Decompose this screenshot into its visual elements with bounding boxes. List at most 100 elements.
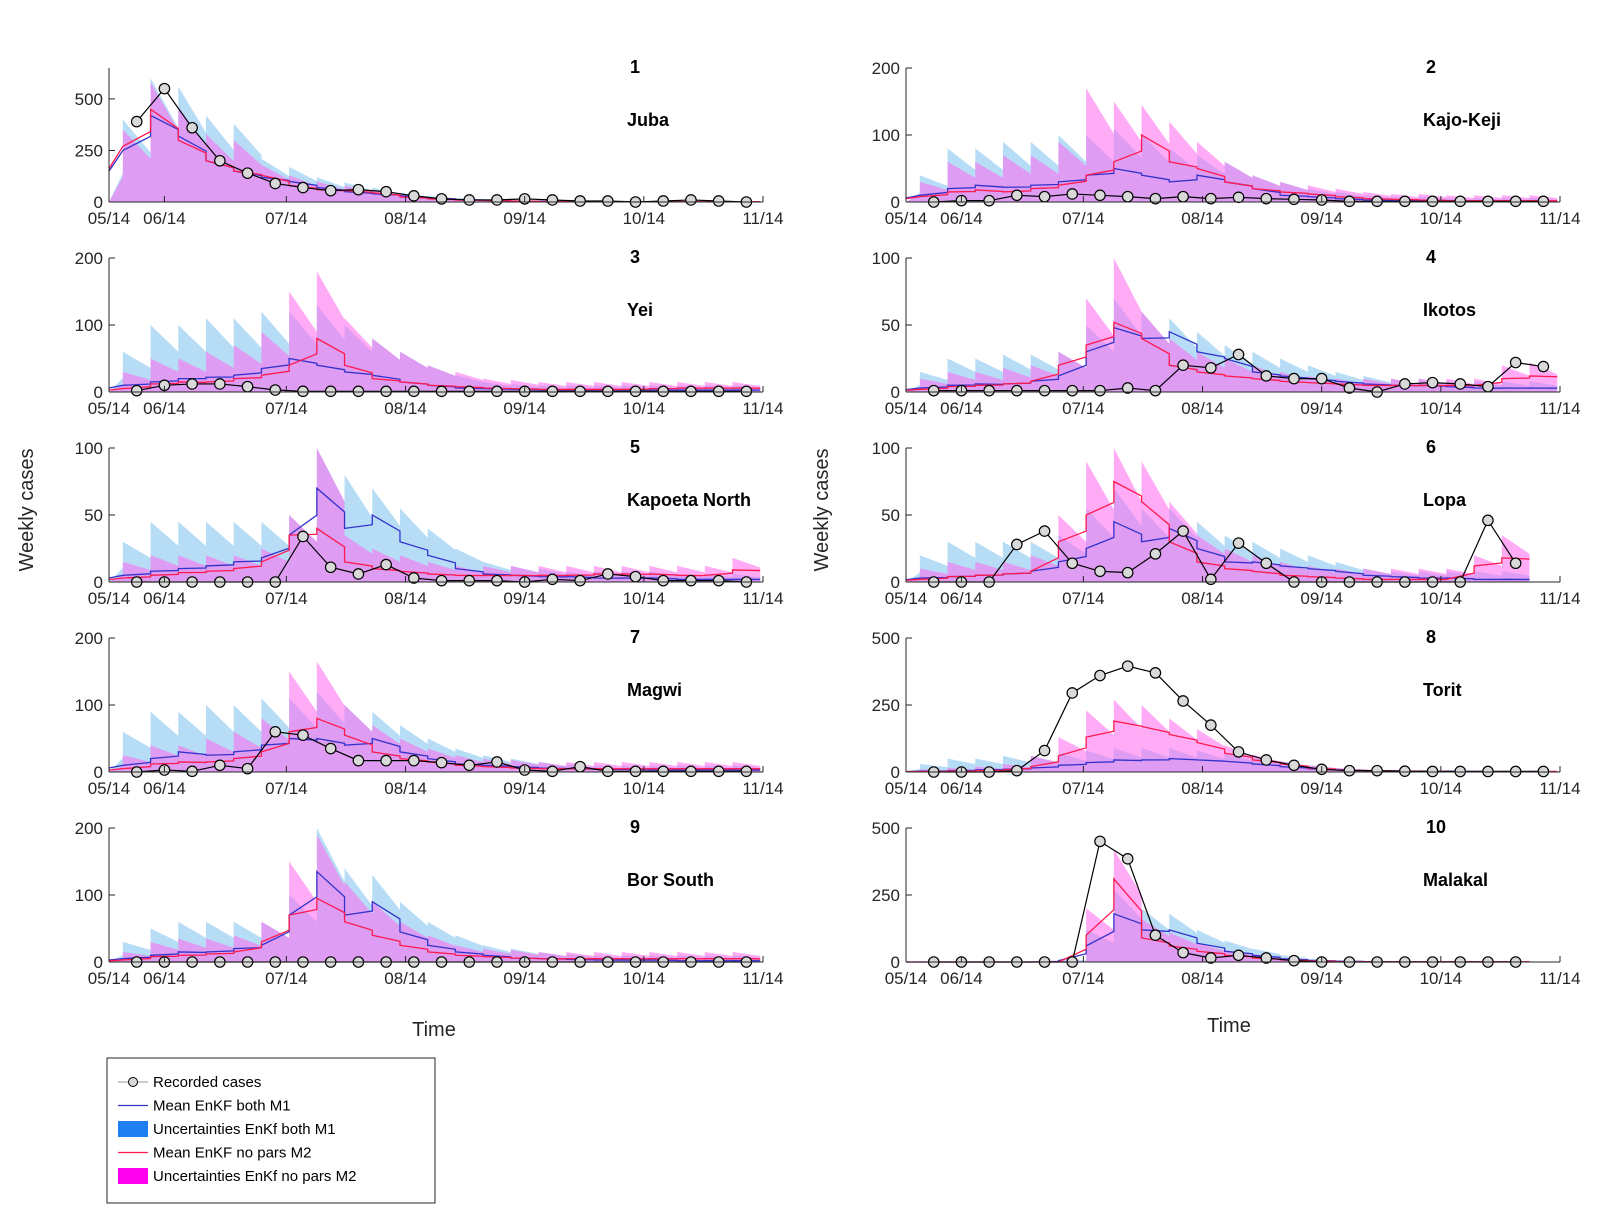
panel-name: Kapoeta North bbox=[627, 490, 751, 510]
y-tick-label: 0 bbox=[94, 953, 103, 972]
recorded-point bbox=[1094, 384, 1106, 397]
legend-label: Mean EnKF both M1 bbox=[153, 1098, 291, 1115]
x-tick-label: 10/14 bbox=[623, 779, 666, 798]
y-tick-label: 50 bbox=[881, 506, 900, 525]
y-tick-label: 200 bbox=[872, 59, 900, 78]
panel-name: Malakal bbox=[1423, 870, 1488, 890]
y-tick-label: 50 bbox=[84, 506, 103, 525]
recorded-point bbox=[629, 765, 642, 778]
recorded-point bbox=[297, 181, 309, 194]
recorded-point bbox=[1094, 669, 1106, 682]
panel-number: 5 bbox=[630, 437, 640, 457]
recorded-point bbox=[1343, 764, 1356, 777]
x-tick-label: 09/14 bbox=[1300, 209, 1343, 228]
recorded-point bbox=[1260, 370, 1273, 382]
recorded-point bbox=[1315, 372, 1328, 385]
m2-uncertainty-band bbox=[109, 448, 761, 582]
x-tick-label: 09/14 bbox=[503, 399, 546, 418]
x-tick-label: 09/14 bbox=[503, 969, 546, 988]
x-tick-label: 05/14 bbox=[88, 399, 131, 418]
legend-item: Uncertainties EnKf no pars M2 bbox=[118, 1168, 356, 1185]
x-tick-label: 10/14 bbox=[1420, 209, 1463, 228]
legend-item: Mean EnKF no pars M2 bbox=[118, 1145, 311, 1162]
y-tick-label: 250 bbox=[75, 141, 103, 160]
recorded-point bbox=[269, 177, 282, 190]
recorded-point bbox=[435, 756, 448, 769]
x-axis-label-right: Time bbox=[1207, 1015, 1251, 1037]
recorded-point bbox=[1537, 360, 1550, 373]
legend-swatch-patch bbox=[118, 1168, 148, 1184]
x-tick-label: 08/14 bbox=[1181, 969, 1224, 988]
panel-10-malakal: 0 250 500 05/14 06/14 07/14 08/14 09/14 10/14 11/… bbox=[872, 817, 1581, 988]
x-tick-label: 09/14 bbox=[503, 589, 546, 608]
recorded-point bbox=[712, 385, 725, 398]
recorded-point bbox=[1011, 384, 1023, 397]
recorded-point bbox=[983, 384, 995, 397]
recorded-point bbox=[629, 570, 642, 583]
panel-name: Yei bbox=[627, 300, 653, 320]
y-tick-label: 0 bbox=[891, 763, 900, 782]
x-tick-label: 07/14 bbox=[265, 589, 308, 608]
recorded-point bbox=[1011, 189, 1023, 202]
recorded-point bbox=[1177, 190, 1189, 203]
x-tick-label: 07/14 bbox=[265, 969, 308, 988]
recorded-point bbox=[491, 385, 503, 398]
x-tick-label: 06/14 bbox=[940, 209, 983, 228]
recorded-point bbox=[1121, 566, 1134, 579]
recorded-point bbox=[1260, 754, 1273, 766]
panel-3-yei: 0 100 200 05/14 06/14 07/14 08/14 09/14 10/14 11/… bbox=[75, 247, 784, 418]
recorded-point bbox=[1232, 949, 1245, 962]
y-tick-label: 200 bbox=[75, 629, 103, 648]
x-tick-label: 07/14 bbox=[1062, 969, 1105, 988]
x-tick-label: 11/14 bbox=[742, 589, 783, 608]
y-tick-label: 100 bbox=[872, 249, 900, 268]
recorded-point bbox=[324, 742, 337, 755]
recorded-point bbox=[1371, 195, 1383, 208]
y-tick-label: 200 bbox=[75, 819, 103, 838]
recorded-point bbox=[130, 115, 143, 128]
m2-mean-line bbox=[108, 527, 761, 581]
x-tick-label: 10/14 bbox=[1420, 399, 1463, 418]
legend-item: Mean EnKF both M1 bbox=[118, 1098, 291, 1115]
x-tick-label: 11/14 bbox=[742, 399, 783, 418]
recorded-point bbox=[1038, 384, 1051, 397]
m2-uncertainty-band bbox=[906, 258, 1558, 392]
recorded-point bbox=[352, 568, 365, 580]
recorded-point bbox=[1426, 195, 1439, 208]
recorded-point bbox=[1260, 557, 1273, 570]
x-tick-label: 05/14 bbox=[885, 399, 928, 418]
recorded-point bbox=[740, 385, 753, 398]
x-tick-label: 11/14 bbox=[1539, 969, 1580, 988]
y-tick-label: 200 bbox=[75, 249, 103, 268]
recorded-point bbox=[408, 385, 420, 398]
panel-6-lopa: 0 50 100 05/14 06/14 07/14 08/14 09/14 10/14 11/1… bbox=[872, 437, 1581, 608]
recorded-point bbox=[574, 574, 586, 587]
recorded-point bbox=[1066, 687, 1079, 699]
recorded-point bbox=[241, 380, 254, 393]
recorded-point bbox=[463, 574, 476, 587]
recorded-point bbox=[380, 754, 392, 767]
x-tick-label: 05/14 bbox=[88, 779, 131, 798]
recorded-point bbox=[1205, 362, 1217, 374]
y-tick-label: 250 bbox=[872, 886, 900, 905]
x-tick-label: 07/14 bbox=[1062, 589, 1105, 608]
x-tick-label: 11/14 bbox=[742, 209, 783, 228]
m1-uncertainty-band bbox=[906, 889, 1530, 962]
recorded-point bbox=[1509, 765, 1522, 778]
recorded-point bbox=[241, 762, 254, 775]
x-tick-label: 06/14 bbox=[143, 969, 186, 988]
y-tick-label: 100 bbox=[75, 316, 103, 335]
y-tick-label: 100 bbox=[75, 886, 103, 905]
x-tick-label: 05/14 bbox=[885, 779, 928, 798]
m1-uncertainty-band bbox=[109, 448, 761, 582]
recorded-point bbox=[712, 195, 725, 207]
x-tick-label: 06/14 bbox=[143, 399, 186, 418]
recorded-point bbox=[380, 185, 392, 198]
recorded-point bbox=[186, 765, 198, 778]
panel-5-kapoeta-north: 0 50 100 05/14 06/14 07/14 08/14 09/14 10/14 11/1… bbox=[75, 437, 784, 608]
recorded-point bbox=[740, 765, 753, 778]
x-tick-label: 07/14 bbox=[265, 779, 308, 798]
recorded-point bbox=[1482, 195, 1494, 208]
x-tick-label: 08/14 bbox=[384, 399, 427, 418]
